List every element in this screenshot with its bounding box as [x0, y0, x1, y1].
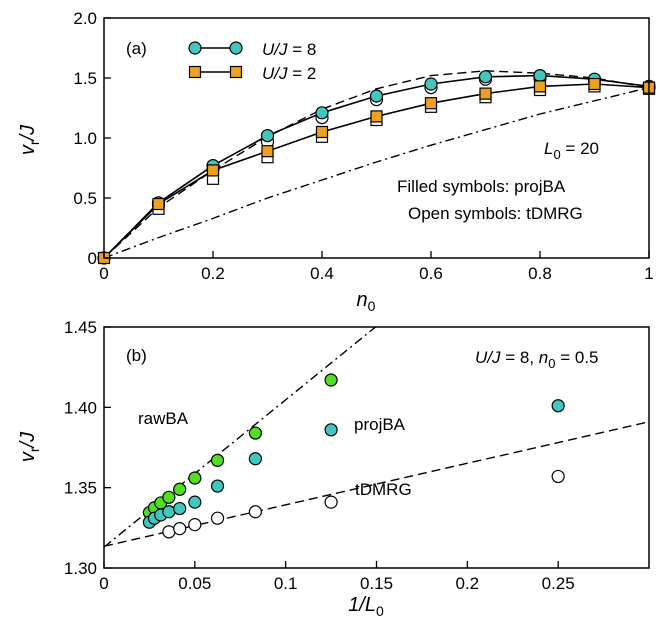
panel-a-label: (a): [126, 39, 147, 58]
point-u2_projBA: [533, 80, 547, 93]
point-projBA: [173, 501, 187, 516]
point-u2_projBA: [588, 77, 601, 91]
legend-markers: [188, 41, 243, 79]
panel-b-xtick-label: 0.15: [360, 574, 393, 593]
panel-a-data-series: [97, 68, 656, 265]
panel-b-ytick-label: 1.35: [64, 479, 97, 498]
point-u2_projBA: [315, 125, 329, 139]
legend-marker: [229, 41, 243, 55]
point-u8_projBA: [260, 129, 275, 143]
panel-a-ytick-label: 1.0: [73, 129, 97, 148]
point-projBA: [188, 495, 202, 509]
point-rawBA: [162, 490, 176, 504]
point-u2_projBA: [206, 164, 220, 177]
legend-marker: [188, 41, 202, 55]
point-u8_projBA: [478, 70, 493, 84]
panel-b-xtick-label: 0.1: [274, 574, 298, 593]
fit-line-dashed: [104, 421, 649, 547]
label-rawBA: rawBA: [138, 409, 189, 428]
point-tDMRG: [210, 511, 225, 525]
point-u8_projBA: [424, 77, 438, 91]
panel-a-xtick-label: 0.6: [419, 264, 443, 283]
panel-a: 0 0.2 0.4 0.6 0.8 1 0 0.5 1.0 1.5 2.0 (a) U/J = 8 …: [17, 9, 656, 314]
point-rawBA: [210, 453, 225, 467]
point-u2_projBA: [479, 87, 492, 100]
panel-b-data-series: [142, 373, 565, 539]
point-tDMRG: [173, 522, 187, 536]
panel-b-ylabel: vr/J: [17, 431, 42, 462]
panel-a-xtick-label: 1: [644, 264, 653, 283]
label-projBA: projBA: [354, 415, 406, 434]
panel-b-ticks: 0 0.05 0.1 0.15 0.2 0.25 1.30 1.35 1.40 1.45: [64, 318, 575, 593]
point-projBA: [551, 399, 565, 413]
panel-a-legend: U/J = 8 U/J = 2: [188, 40, 316, 83]
point-u8_projBA: [533, 68, 547, 83]
point-tDMRG: [248, 505, 262, 519]
panel-a-ytick-label: 0: [88, 249, 97, 268]
point-rawBA: [188, 471, 202, 485]
panel-b-ytick-label: 1.30: [64, 559, 97, 578]
annotation-open-symbols: Open symbols: tDMRG: [408, 204, 583, 223]
panel-a-xlabel: n0: [357, 289, 376, 314]
panel-a-xtick-label: 0: [99, 264, 108, 283]
point-u2_projBA: [152, 197, 165, 211]
point-projBA: [248, 452, 262, 466]
annotation-l0: L0 = 20: [544, 139, 599, 162]
panel-a-ytick-label: 2.0: [73, 9, 97, 28]
point-u2_projBA: [261, 145, 274, 158]
panel-b-xlabel: 1/L0: [348, 594, 384, 619]
point-rawBA: [248, 426, 262, 440]
legend-entry-u2: U/J = 2: [262, 64, 316, 83]
point-projBA: [324, 423, 338, 437]
panel-b-xtick-label: 0: [99, 574, 108, 593]
point-rawBA: [173, 482, 187, 496]
theory-curve-dashdot: [104, 86, 649, 258]
panel-b-ytick-label: 1.40: [64, 398, 97, 417]
panel-a-ytick-label: 1.5: [73, 69, 97, 88]
panel-a-theory-curves: [104, 70, 649, 258]
point-tDMRG: [162, 525, 176, 539]
label-tDMRG: tDMRG: [355, 480, 412, 499]
panel-a-xtick-label: 0.2: [201, 264, 225, 283]
panel-b-xtick-label: 0.05: [178, 574, 211, 593]
legend-marker: [188, 65, 202, 79]
series-line-u2_projBA: [103, 83, 650, 259]
point-rawBA: [324, 373, 338, 387]
point-tDMRG: [324, 495, 338, 509]
panel-b-ytick-label: 1.45: [64, 318, 97, 337]
point-u8_projBA: [315, 106, 329, 120]
point-projBA: [162, 505, 176, 519]
panel-b: 0 0.05 0.1 0.15 0.2 0.251.301.351.401.45 (b) …: [17, 318, 650, 619]
panel-a-ticks: 0 0.2 0.4 0.6 0.8 1 0 0.5 1.0 1.5 2.0: [73, 9, 653, 283]
point-tDMRG: [551, 469, 565, 484]
panel-a-xtick-label: 0.4: [310, 264, 334, 283]
point-u2_projBA: [370, 110, 383, 123]
annotation-params: U/J = 8, n0 = 0.5: [475, 348, 599, 371]
panel-a-xtick-label: 0.8: [528, 264, 552, 283]
point-u2_projBA: [424, 97, 438, 110]
theory-curve-dashed: [104, 70, 649, 258]
point-u8_projBA: [369, 89, 384, 103]
panel-a-ytick-label: 0.5: [73, 189, 97, 208]
point-projBA: [210, 479, 225, 493]
annotation-filled-symbols: Filled symbols: projBA: [397, 177, 566, 196]
legend-marker: [229, 65, 243, 79]
panel-b-xtick-label: 0.25: [542, 574, 575, 593]
panel-a-ylabel: vr/J: [17, 124, 42, 155]
legend-entry-u8: U/J = 8: [262, 40, 316, 59]
point-tDMRG: [188, 518, 202, 532]
panel-b-xtick-label: 0.2: [456, 574, 480, 593]
panel-b-label: (b): [126, 346, 147, 365]
